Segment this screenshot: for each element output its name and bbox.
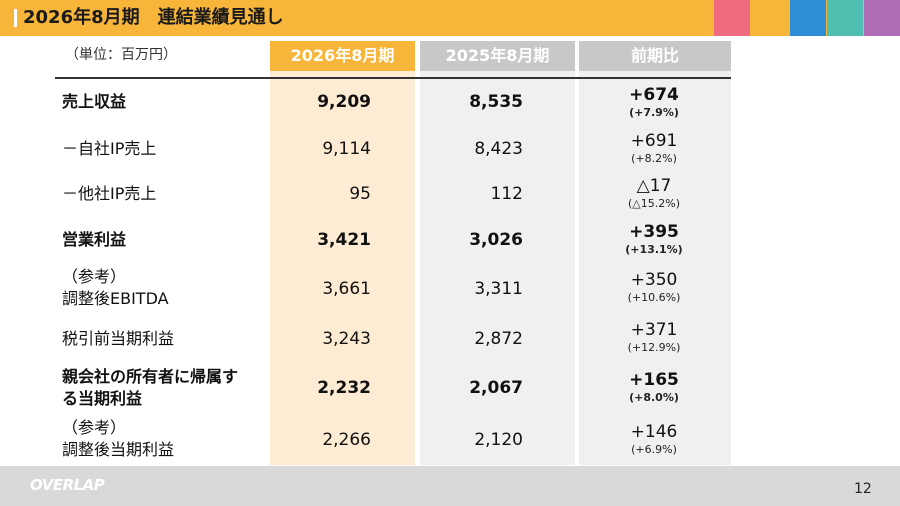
- row-label-ebitda-line1: （参考）: [62, 267, 127, 286]
- row-net-profit-change: +165 (+8.0%): [579, 370, 729, 406]
- change-percent: (+8.0%): [629, 391, 679, 404]
- row-label-revenue: 売上収益: [62, 92, 127, 111]
- row-own-ip-2026: 9,114: [322, 139, 371, 159]
- row-label-other-ip: －他社IP売上: [62, 184, 157, 203]
- change-value: +691: [630, 131, 678, 151]
- row-adjusted-profit-change: +146 (+6.9%): [579, 422, 729, 458]
- row-label-own-ip: －自社IP売上: [62, 139, 157, 158]
- column-header-2026: 2026年8月期: [270, 41, 415, 71]
- change-value: △17: [636, 176, 672, 196]
- row-operating-profit-2026: 3,421: [317, 230, 371, 250]
- row-own-ip-2025: 8,423: [474, 139, 523, 159]
- change-percent: (△15.2%): [628, 197, 680, 210]
- row-label-net-profit-line1: 親会社の所有者に帰属す: [62, 367, 239, 386]
- row-net-profit-2026: 2,232: [317, 378, 371, 398]
- change-percent: (+7.9%): [629, 106, 679, 119]
- color-swatch-purple: [864, 0, 900, 36]
- row-label-operating-profit: 営業利益: [62, 230, 127, 249]
- column-2026-background: [270, 41, 415, 465]
- row-ebitda-2025: 3,311: [474, 279, 523, 299]
- row-adjusted-profit-2026: 2,266: [322, 430, 371, 450]
- row-net-profit-2025: 2,067: [469, 378, 523, 398]
- row-label-ebitda: （参考） 調整後EBITDA: [62, 266, 169, 310]
- row-operating-profit-2025: 3,026: [469, 230, 523, 250]
- row-other-ip-2026: 95: [349, 184, 371, 204]
- row-label-pretax-profit: 税引前当期利益: [62, 329, 175, 348]
- row-label-adjusted-profit: （参考） 調整後当期利益: [62, 417, 174, 461]
- color-swatch-pink: [714, 0, 750, 36]
- row-pretax-profit-2026: 3,243: [322, 329, 371, 349]
- change-value: +395: [629, 222, 679, 242]
- overlap-logo: OVERLAP: [30, 476, 105, 494]
- row-own-ip-change: +691 (+8.2%): [579, 131, 729, 167]
- change-value: +674: [629, 85, 679, 105]
- row-label-net-profit: 親会社の所有者に帰属す る当期利益: [62, 366, 238, 410]
- row-other-ip-change: △17 (△15.2%): [579, 176, 729, 212]
- change-percent: (+6.9%): [631, 443, 677, 456]
- page-number: 12: [854, 481, 872, 497]
- color-swatch-teal: [827, 0, 863, 36]
- column-header-2025: 2025年8月期: [420, 41, 575, 71]
- column-header-change: 前期比: [579, 41, 731, 71]
- change-percent: (+13.1%): [625, 243, 683, 256]
- row-other-ip-2025: 112: [490, 184, 523, 204]
- header-rule: [55, 77, 731, 79]
- title-bar: 2026年8月期 連結業績見通し: [0, 0, 900, 36]
- row-label-ebitda-line2: 調整後EBITDA: [62, 289, 169, 308]
- change-percent: (+12.9%): [627, 341, 681, 354]
- row-pretax-profit-2025: 2,872: [474, 329, 523, 349]
- row-label-net-profit-line2: る当期利益: [62, 389, 143, 408]
- row-label-adjusted-profit-line2: 調整後当期利益: [62, 440, 175, 459]
- change-value: +371: [630, 320, 678, 340]
- row-ebitda-2026: 3,661: [322, 279, 371, 299]
- row-revenue-change: +674 (+7.9%): [579, 85, 729, 121]
- change-percent: (+8.2%): [631, 152, 677, 165]
- row-operating-profit-change: +395 (+13.1%): [579, 222, 729, 258]
- row-label-adjusted-profit-line1: （参考）: [62, 418, 127, 437]
- title-accent-bar: [14, 9, 17, 27]
- row-pretax-profit-change: +371 (+12.9%): [579, 320, 729, 356]
- color-swatch-blue: [790, 0, 826, 36]
- unit-label: （単位：百万円）: [65, 47, 177, 63]
- row-ebitda-change: +350 (+10.6%): [579, 270, 729, 306]
- change-value: +350: [630, 270, 678, 290]
- row-revenue-2026: 9,209: [317, 92, 371, 112]
- row-revenue-2025: 8,535: [469, 92, 523, 112]
- change-value: +165: [629, 370, 679, 390]
- footer-bar: [0, 466, 900, 506]
- row-adjusted-profit-2025: 2,120: [474, 430, 523, 450]
- change-value: +146: [630, 422, 678, 442]
- column-change-background: [579, 41, 731, 465]
- column-2025-background: [420, 41, 575, 465]
- slide-title: 2026年8月期 連結業績見通し: [23, 7, 284, 28]
- change-percent: (+10.6%): [627, 291, 681, 304]
- color-swatch-orange: [752, 0, 788, 36]
